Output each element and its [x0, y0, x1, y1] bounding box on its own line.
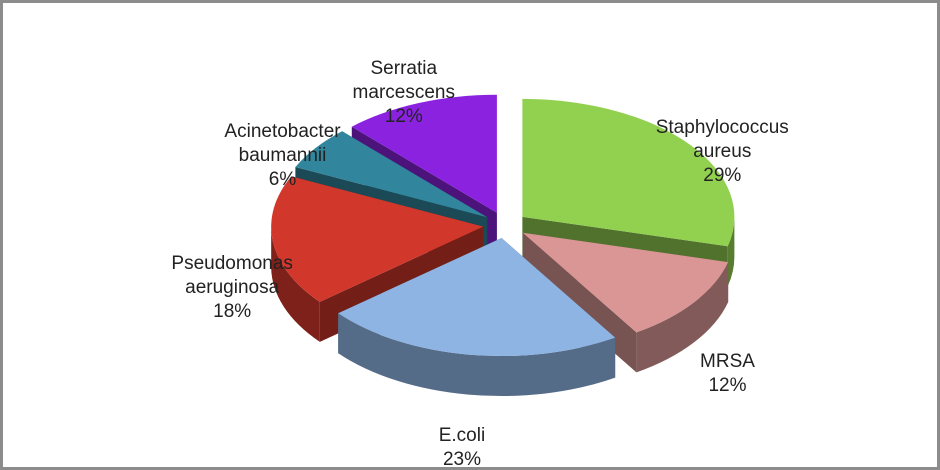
- slice-top: [522, 232, 729, 333]
- slice: [338, 238, 616, 397]
- data-label: Acinetobacter baumannii 6%: [198, 120, 368, 192]
- slice-side: [727, 216, 735, 287]
- slice-side: [338, 313, 616, 397]
- slice-top: [338, 238, 616, 357]
- data-label: Staphylococcus aureus 29%: [637, 116, 807, 188]
- label-name: E.coli: [438, 424, 486, 446]
- slice-side: [636, 262, 729, 373]
- label-name: MRSA: [700, 350, 755, 372]
- data-label: Pseudomonas aeruginosa 18%: [147, 252, 317, 324]
- label-value: 12%: [384, 105, 423, 127]
- label-value: 23%: [442, 448, 481, 470]
- slice-side: [271, 226, 320, 342]
- slice-top: [522, 98, 735, 247]
- label-value: 12%: [708, 374, 747, 396]
- label-value: 29%: [703, 164, 742, 186]
- pie-area: [271, 94, 735, 397]
- label-value: 18%: [213, 301, 252, 323]
- label-name: Staphylococcus aureus: [655, 116, 789, 162]
- slice-top: [295, 131, 488, 218]
- label-name: Acinetobacter baumannii: [224, 121, 341, 167]
- data-label: Serratia marcescens 12%: [319, 57, 489, 129]
- data-label: MRSA 12%: [642, 350, 812, 398]
- data-label: E.coli 23%: [377, 424, 547, 470]
- label-name: Serratia marcescens: [352, 57, 455, 103]
- slice-top: [271, 176, 484, 302]
- label-value: 6%: [268, 169, 297, 191]
- slice-top: [351, 94, 497, 213]
- label-name: Pseudomonas aeruginosa: [171, 253, 293, 299]
